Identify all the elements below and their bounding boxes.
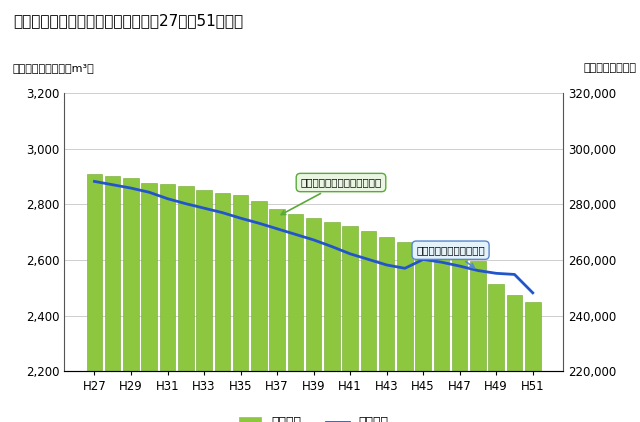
Bar	[415, 249, 431, 422]
Bar	[124, 178, 139, 422]
Bar	[324, 222, 340, 422]
Bar	[452, 255, 467, 422]
Text: 使用される水量の予測値: 使用される水量の予測値	[416, 245, 485, 268]
Bar	[86, 173, 102, 422]
Bar	[287, 214, 303, 422]
Legend: 給水人口, 有収水量: 給水人口, 有収水量	[234, 411, 394, 422]
Text: 有収水量（単位：万m³）: 有収水量（単位：万m³）	[13, 63, 95, 73]
Bar	[214, 193, 230, 422]
Bar	[141, 183, 157, 422]
Bar	[196, 190, 212, 422]
Bar	[488, 284, 504, 422]
Bar	[178, 186, 193, 422]
Bar	[105, 176, 120, 422]
Bar	[525, 302, 541, 422]
Bar	[342, 226, 358, 422]
Bar	[470, 261, 486, 422]
Bar	[360, 231, 376, 422]
Bar	[434, 253, 449, 422]
Bar	[507, 295, 522, 422]
Bar	[379, 237, 394, 422]
Bar	[269, 209, 285, 422]
Bar	[251, 201, 267, 422]
Text: 水道水を使用している人の数: 水道水を使用している人の数	[281, 178, 381, 215]
Bar	[397, 242, 413, 422]
Bar	[160, 184, 175, 422]
Text: 有収水量と給水人口の見通し（平成27年～51年度）: 有収水量と給水人口の見通し（平成27年～51年度）	[13, 13, 243, 28]
Text: 人口（単位：人）: 人口（単位：人）	[584, 63, 637, 73]
Bar	[233, 195, 248, 422]
Bar	[306, 218, 321, 422]
